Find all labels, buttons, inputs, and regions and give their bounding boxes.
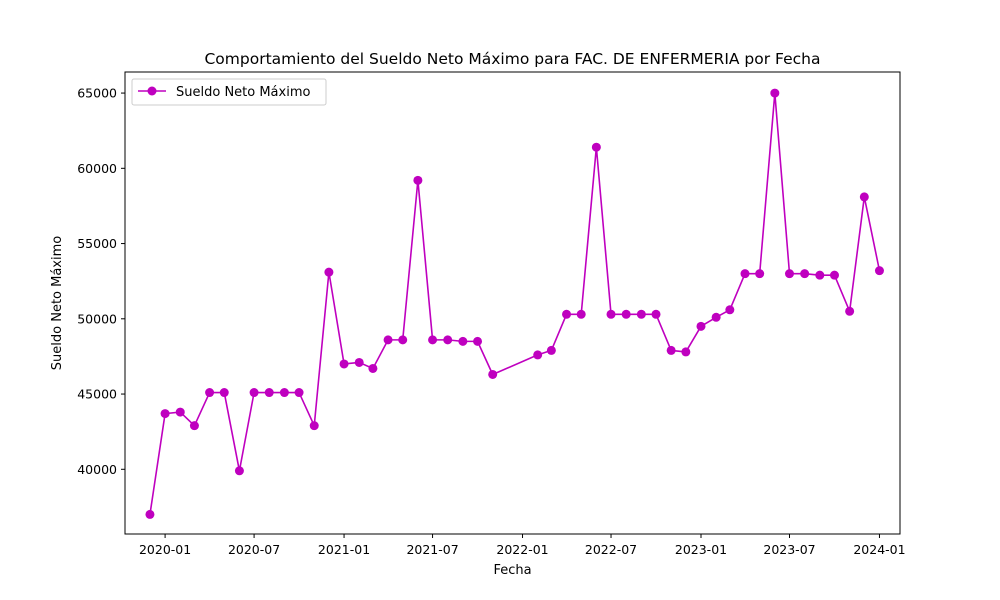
data-point [383, 335, 393, 345]
chart-title: Comportamiento del Sueldo Neto Máximo pa… [204, 50, 820, 68]
data-point [249, 388, 259, 398]
data-point [533, 350, 543, 360]
data-point [621, 309, 631, 319]
legend-box [131, 78, 327, 106]
data-point [636, 309, 646, 319]
data-point [740, 269, 750, 279]
data-point [279, 388, 289, 398]
data-point [666, 345, 676, 355]
y-tick-label: 50000 [77, 311, 117, 326]
x-axis: 2020-01 2020-07 2021-01 2021-07 2022-01 2022-… [139, 534, 906, 557]
x-tick-label: 2022-07 [585, 542, 637, 557]
x-tick-label: 2023-01 [675, 542, 727, 557]
y-axis-label: Sueldo Neto Máximo [50, 236, 65, 370]
y-tick-label: 45000 [77, 387, 117, 402]
legend-label: Sueldo Neto Máximo [176, 85, 310, 100]
data-point [428, 335, 438, 345]
y-tick-label: 40000 [77, 462, 117, 477]
data-point [488, 369, 498, 379]
data-point [651, 309, 661, 319]
data-point [324, 267, 334, 277]
data-point [874, 266, 884, 276]
data-point [175, 407, 185, 417]
x-tick-label: 2021-07 [406, 542, 458, 557]
data-point [562, 309, 572, 319]
data-point [234, 466, 244, 476]
data-point [443, 335, 453, 345]
data-point [339, 359, 349, 369]
data-point [711, 312, 721, 322]
x-tick-label: 2021-01 [318, 542, 370, 557]
data-point [784, 269, 794, 279]
series-layer [145, 88, 884, 519]
y-axis: 40000 45000 50000 55000 60000 65000 [77, 86, 125, 477]
data-point [264, 388, 274, 398]
data-point [413, 175, 423, 185]
x-tick-label: 2020-01 [139, 542, 191, 557]
data-point [189, 421, 199, 431]
data-point [681, 347, 691, 357]
x-axis-label: Fecha [493, 563, 531, 578]
data-point [591, 142, 601, 152]
data-point [205, 388, 215, 398]
data-point [398, 335, 408, 345]
data-point [829, 270, 839, 280]
data-point [546, 345, 556, 355]
x-tick-label: 2020-07 [228, 542, 280, 557]
x-tick-label: 2023-07 [763, 542, 815, 557]
data-point [815, 270, 825, 280]
legend-point-marker [147, 86, 157, 96]
data-point [294, 388, 304, 398]
data-point [800, 269, 810, 279]
data-point [368, 363, 378, 373]
data-point [859, 192, 869, 202]
y-tick-label: 60000 [77, 161, 117, 176]
data-point [473, 336, 483, 346]
y-tick-label: 65000 [77, 86, 117, 101]
data-point [770, 88, 780, 98]
data-point [219, 388, 229, 398]
data-point [576, 309, 586, 319]
data-point [725, 305, 735, 315]
data-point [309, 421, 319, 431]
legend: Sueldo Neto Máximo [131, 78, 327, 106]
data-point [696, 321, 706, 331]
data-point [606, 309, 616, 319]
x-tick-label: 2022-01 [496, 542, 548, 557]
data-point [145, 509, 155, 519]
data-point [458, 336, 468, 346]
x-tick-label: 2024-01 [853, 542, 905, 557]
y-tick-label: 55000 [77, 236, 117, 251]
data-point [354, 357, 364, 367]
data-point [845, 306, 855, 316]
data-point [160, 409, 170, 419]
data-point [755, 269, 765, 279]
